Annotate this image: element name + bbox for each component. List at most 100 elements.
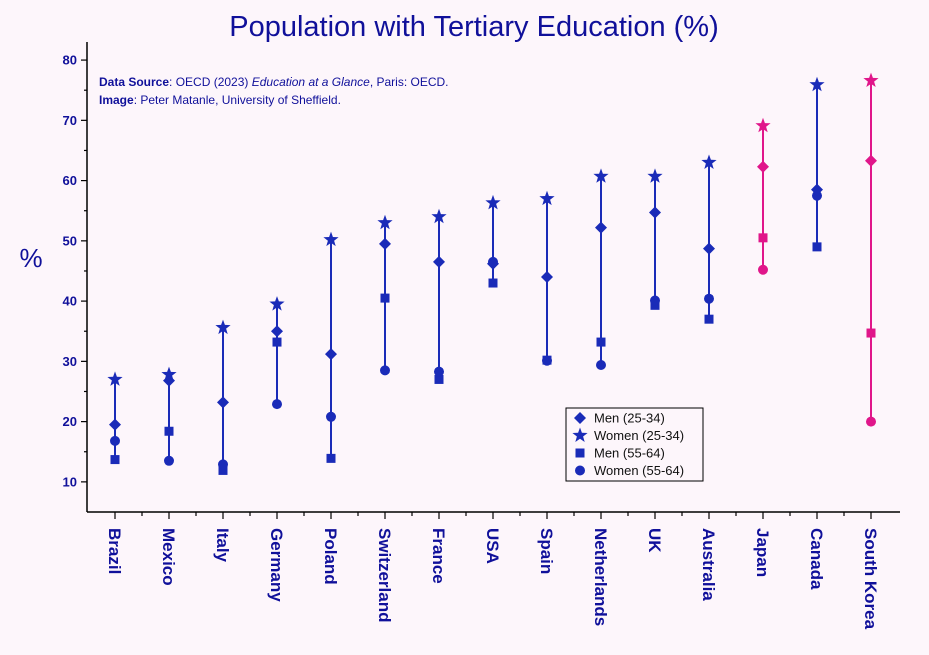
data-point-circle [272, 399, 282, 410]
data-point-circle [110, 435, 120, 446]
x-category-label: Australia [699, 528, 718, 601]
data-point-star [701, 154, 717, 169]
data-point-square [272, 337, 282, 347]
data-point-circle [812, 190, 822, 201]
data-point-square [704, 314, 714, 324]
data-point-star [647, 168, 663, 183]
data-point-star [539, 190, 555, 206]
data-point-star [431, 208, 447, 224]
y-tick-label: 60 [63, 173, 77, 188]
data-point-diamond [649, 206, 661, 219]
x-category-label: UK [645, 528, 664, 553]
x-category-label: Mexico [159, 528, 178, 586]
data-point-star [593, 168, 609, 183]
source-end: , Paris: OECD. [370, 75, 449, 89]
data-point-star [485, 194, 501, 210]
data-point-diamond [379, 237, 391, 250]
data-point-square [488, 278, 498, 288]
x-category-label: South Korea [861, 528, 880, 630]
x-category-label: Netherlands [591, 528, 610, 626]
x-category-label: France [429, 528, 448, 584]
data-point-circle [542, 355, 552, 366]
x-category-label: Italy [213, 528, 232, 563]
legend-marker-star [572, 427, 588, 442]
x-category-label: USA [483, 528, 502, 564]
data-point-diamond [595, 221, 607, 234]
data-point-circle [218, 459, 228, 470]
legend-marker-square [575, 448, 585, 458]
data-point-square [218, 465, 228, 475]
legend-box [565, 407, 704, 482]
legend-label: Men (25-34) [594, 411, 665, 426]
x-category-label: Canada [807, 528, 826, 590]
data-point-star [215, 319, 231, 335]
data-point-square [812, 242, 822, 252]
data-point-square [326, 453, 336, 463]
legend-label: Men (55-64) [594, 446, 665, 461]
data-point-diamond [757, 160, 769, 173]
source-sep: : OECD (2023) [169, 75, 252, 89]
axes: 10 20 30 40 50 60 70 80 Brazil Mexico Italy Germany… [63, 42, 900, 630]
data-point-circle [758, 264, 768, 275]
data-point-star [269, 296, 285, 311]
data-point-circle [704, 293, 714, 304]
data-point-circle [434, 366, 444, 377]
data-point-diamond [217, 396, 229, 409]
data-point-square [380, 293, 390, 303]
data-point-circle [650, 295, 660, 306]
data-point-square [866, 328, 876, 338]
image-credit-annotation: Image: Peter Matanle, University of Shef… [99, 93, 341, 107]
data-point-square [164, 426, 174, 436]
data-point-diamond [487, 257, 499, 270]
data-point-square [434, 374, 444, 384]
x-category-label: Spain [537, 528, 556, 574]
data-point-square [758, 233, 768, 243]
image-credit-label: Image [99, 93, 134, 107]
source-title: Education at a Glance [252, 75, 370, 89]
data-point-star [107, 371, 123, 386]
source-annotation: Data Source: OECD (2023) Education at a … [99, 75, 449, 89]
data-point-star [161, 366, 177, 382]
x-category-label: Poland [321, 528, 340, 585]
y-tick-label: 80 [63, 53, 77, 68]
image-credit-text: : Peter Matanle, University of Sheffield… [134, 93, 341, 107]
data-point-diamond [325, 348, 337, 361]
data-point-star [323, 231, 339, 247]
data-point-circle [164, 455, 174, 466]
data-point-diamond [271, 325, 283, 338]
data-point-star [755, 117, 771, 133]
y-axis-label: % [19, 243, 42, 273]
data-point-star [377, 214, 393, 230]
x-category-label: Brazil [105, 528, 124, 574]
x-category-label: Germany [267, 528, 286, 602]
data-point-diamond [811, 183, 823, 196]
y-tick-label: 10 [63, 474, 77, 489]
y-tick-label: 50 [63, 233, 77, 248]
data-point-diamond [433, 255, 445, 268]
data-point-circle [866, 416, 876, 427]
data-point-circle [380, 365, 390, 376]
chart-title: Population with Tertiary Education (%) [229, 11, 719, 43]
y-tick-label: 30 [63, 354, 77, 369]
data-point-diamond [541, 271, 553, 283]
data-point-diamond [109, 418, 121, 431]
y-tick-label: 70 [63, 113, 77, 128]
data-point-square [596, 337, 606, 347]
x-category-label: Japan [753, 528, 772, 577]
plot-area [107, 72, 879, 475]
y-tick-label: 40 [63, 294, 77, 309]
data-point-star [863, 72, 879, 87]
legend-label: Women (25-34) [594, 428, 684, 443]
y-tick-label: 20 [63, 414, 77, 429]
legend-marker-diamond [574, 412, 586, 424]
data-point-star [809, 76, 825, 92]
data-point-circle [596, 359, 606, 370]
legend: Men (25-34) Women (25-34) Men (55-64) Women… [565, 407, 704, 482]
source-label: Data Source [99, 75, 169, 89]
legend-marker-circle [575, 465, 585, 476]
data-point-circle [326, 411, 336, 422]
data-point-square [110, 455, 120, 465]
data-point-diamond [703, 242, 715, 255]
x-category-label: Switzerland [375, 528, 394, 622]
